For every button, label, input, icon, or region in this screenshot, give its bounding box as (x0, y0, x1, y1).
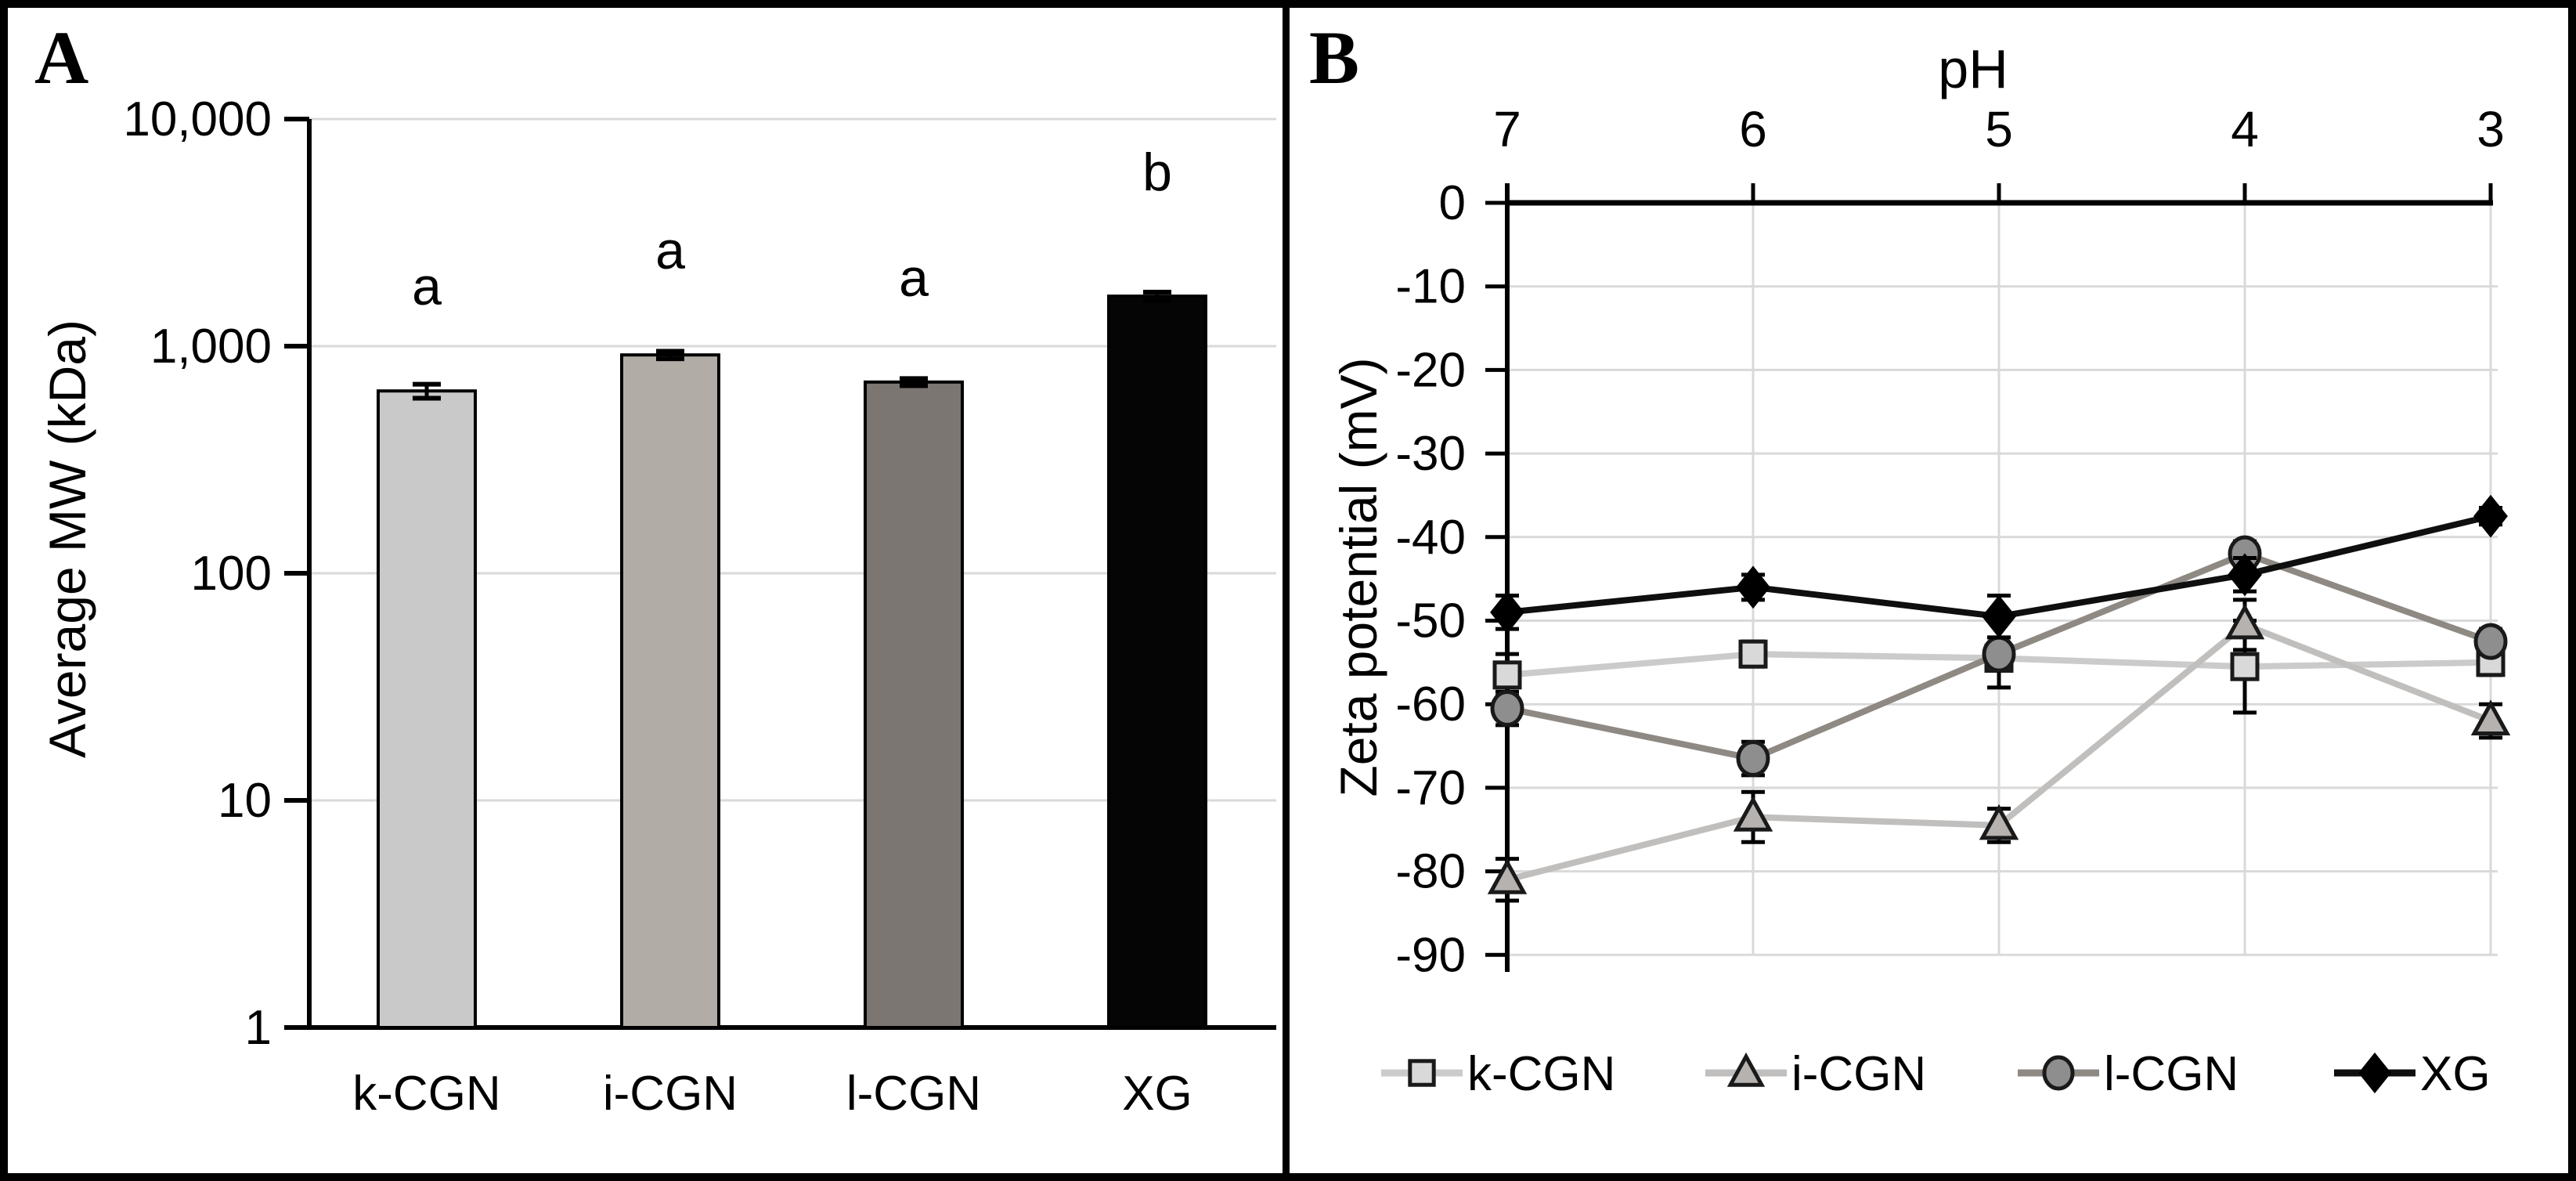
panel-b-ytick-label: -20 (1395, 343, 1466, 397)
series-marker-XG (2228, 553, 2262, 597)
bar-l-CGN (864, 380, 964, 1029)
legend-label-l-CGN: l-CGN (2104, 1047, 2239, 1101)
significance-letter: a (655, 221, 685, 280)
panel-b-xtick-label: 3 (2477, 101, 2505, 157)
panel-a-label: A (34, 16, 89, 99)
legend-label-i-CGN: i-CGN (1791, 1047, 1926, 1101)
series-marker-k-CGN (1738, 639, 1768, 669)
panel-b-ytick-label: -70 (1395, 761, 1466, 815)
legend-label-k-CGN: k-CGN (1467, 1047, 1615, 1101)
panel-b-ytick-label: -10 (1395, 260, 1466, 314)
panel-a-category-label: XG (1122, 1067, 1192, 1121)
series-marker-l-CGN (1490, 690, 1524, 728)
panel-b-ytick-label: -40 (1395, 511, 1466, 565)
panel-a-category-label: k-CGN (352, 1067, 500, 1121)
panel-b-ytick-label: -30 (1395, 427, 1466, 481)
series-marker-i-CGN (1979, 804, 2019, 840)
series-marker-l-CGN (2473, 623, 2508, 660)
panel-b-ytick-label: -90 (1395, 928, 1466, 982)
panel-a-y-axis-title: Average MW (kDa) (38, 320, 96, 758)
series-marker-k-CGN (2230, 652, 2260, 681)
panel-a-ytick-label: 100 (191, 547, 272, 601)
panel-a-ytick-label: 1 (245, 1001, 272, 1055)
series-marker-i-CGN (2224, 603, 2265, 640)
bar-i-CGN (620, 353, 720, 1030)
legend-marker-k-CGN (1408, 1059, 1436, 1087)
legend-marker-XG (2358, 1052, 2391, 1094)
panel-b-y-axis-title: Zeta potential (mV) (1329, 357, 1387, 797)
series-marker-l-CGN (1982, 635, 2016, 673)
series-marker-l-CGN (1736, 740, 1770, 778)
panel-b-xtick-label: 5 (1985, 101, 2013, 157)
legend-marker-i-CGN (1726, 1052, 1766, 1087)
panel-b-ytick-label: -60 (1395, 677, 1466, 731)
series-marker-XG (1736, 565, 1770, 609)
significance-letter: b (1142, 143, 1172, 202)
series-marker-k-CGN (1492, 660, 1522, 690)
series-marker-XG (2473, 494, 2508, 538)
series-marker-i-CGN (1733, 796, 1773, 832)
series-marker-i-CGN (2470, 699, 2511, 736)
panel-b-xtick-label: 6 (1739, 101, 1767, 157)
panel-divider-line (1283, 0, 1290, 1181)
panel-a-category-label: l-CGN (846, 1067, 981, 1121)
panel-b-label: B (1309, 16, 1360, 99)
panel-b-x-axis-title: pH (1938, 38, 2008, 99)
panel-b-ytick-label: -80 (1395, 845, 1466, 899)
series-marker-XG (1982, 594, 2016, 638)
series-marker-i-CGN (1487, 858, 1528, 894)
panel-a-category-label: i-CGN (603, 1067, 738, 1121)
significance-letter: a (899, 248, 929, 308)
panel-a-ytick-label: 1,000 (150, 320, 272, 374)
significance-letter: a (412, 257, 442, 316)
panel-b-ytick-label: 0 (1439, 176, 1466, 230)
legend-marker-l-CGN (2042, 1055, 2075, 1091)
panel-b-xtick-label: 4 (2231, 101, 2259, 157)
series-marker-XG (1490, 590, 1524, 634)
bar-k-CGN (377, 389, 477, 1029)
panel-b-xtick-label: 7 (1493, 101, 1521, 157)
panel-b-ytick-label: -50 (1395, 594, 1466, 648)
panel-a-ytick-label: 10,000 (123, 92, 272, 146)
bar-XG (1107, 294, 1207, 1029)
panel-a-ytick-label: 10 (218, 774, 272, 828)
legend-label-XG: XG (2420, 1047, 2491, 1101)
